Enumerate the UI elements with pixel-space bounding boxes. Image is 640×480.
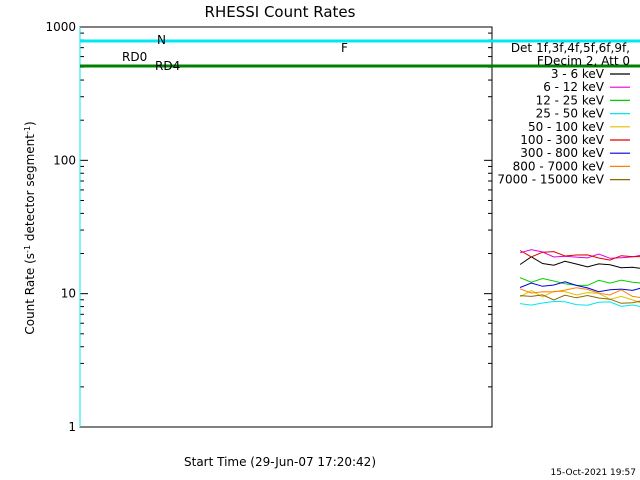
legend: Det 1f,3f,4f,5f,6f,9f,FDecim 2, Att 03 -…	[497, 41, 630, 187]
y-axis-label-part-3: )	[23, 121, 37, 126]
legend-entry-label: 25 - 50 keV	[536, 107, 605, 121]
y-axis-label-part-2: detector segment	[23, 134, 37, 245]
legend-header-1: Det 1f,3f,4f,5f,6f,9f,	[511, 41, 630, 55]
series-line-300-800-kev	[519, 281, 640, 293]
legend-entry-label: 50 - 100 keV	[528, 120, 605, 134]
legend-entry-label: 100 - 300 keV	[520, 133, 604, 147]
flag-label-n: N	[157, 33, 166, 47]
flag-label-f: F	[341, 41, 348, 55]
chart-title: RHESSI Count Rates	[205, 3, 356, 21]
annotations: N RD0 RD4 F	[79, 27, 640, 427]
x-axis-label: Start Time (29-Jun-07 17:20:42)	[184, 455, 376, 469]
axes-frame	[79, 26, 493, 428]
legend-entry-label: 7000 - 15000 keV	[497, 173, 604, 187]
series-line-25-50-kev	[520, 300, 640, 307]
legend-entry-label: 300 - 800 keV	[520, 146, 604, 160]
y-axis-label: Count Rate (s-1 detector segment-1)	[23, 121, 38, 334]
series-line-12-25-kev	[519, 277, 640, 286]
y-axis-label-sup-1: -1	[23, 245, 32, 253]
y-tick-label: 100	[53, 153, 76, 167]
flag-label-rd4: RD4	[155, 59, 180, 73]
series-line-100-300-kev	[519, 250, 640, 261]
y-tick-label: 1000	[45, 20, 76, 34]
flag-label-rd0: RD0	[122, 50, 147, 64]
legend-header-2: FDecim 2, Att 0	[537, 54, 630, 68]
series-line-7000-15000-kev	[520, 294, 640, 304]
timestamp: 15-Oct-2021 19:57	[551, 468, 636, 478]
legend-entry-label: 800 - 7000 keV	[513, 159, 605, 173]
y-tick-label: 10	[61, 287, 76, 301]
y-axis-label-sup-2: -1	[23, 126, 32, 134]
legend-entry-label: 12 - 25 keV	[536, 93, 605, 107]
legend-entry-label: 3 - 6 keV	[551, 67, 605, 81]
y-axis-label-part-1: Count Rate (s	[23, 253, 37, 335]
axes: 110100100017:3017:4518:0018:1518:3018:45…	[45, 20, 493, 434]
y-tick-label: 1	[68, 420, 76, 434]
legend-entry-label: 6 - 12 keV	[543, 80, 605, 94]
